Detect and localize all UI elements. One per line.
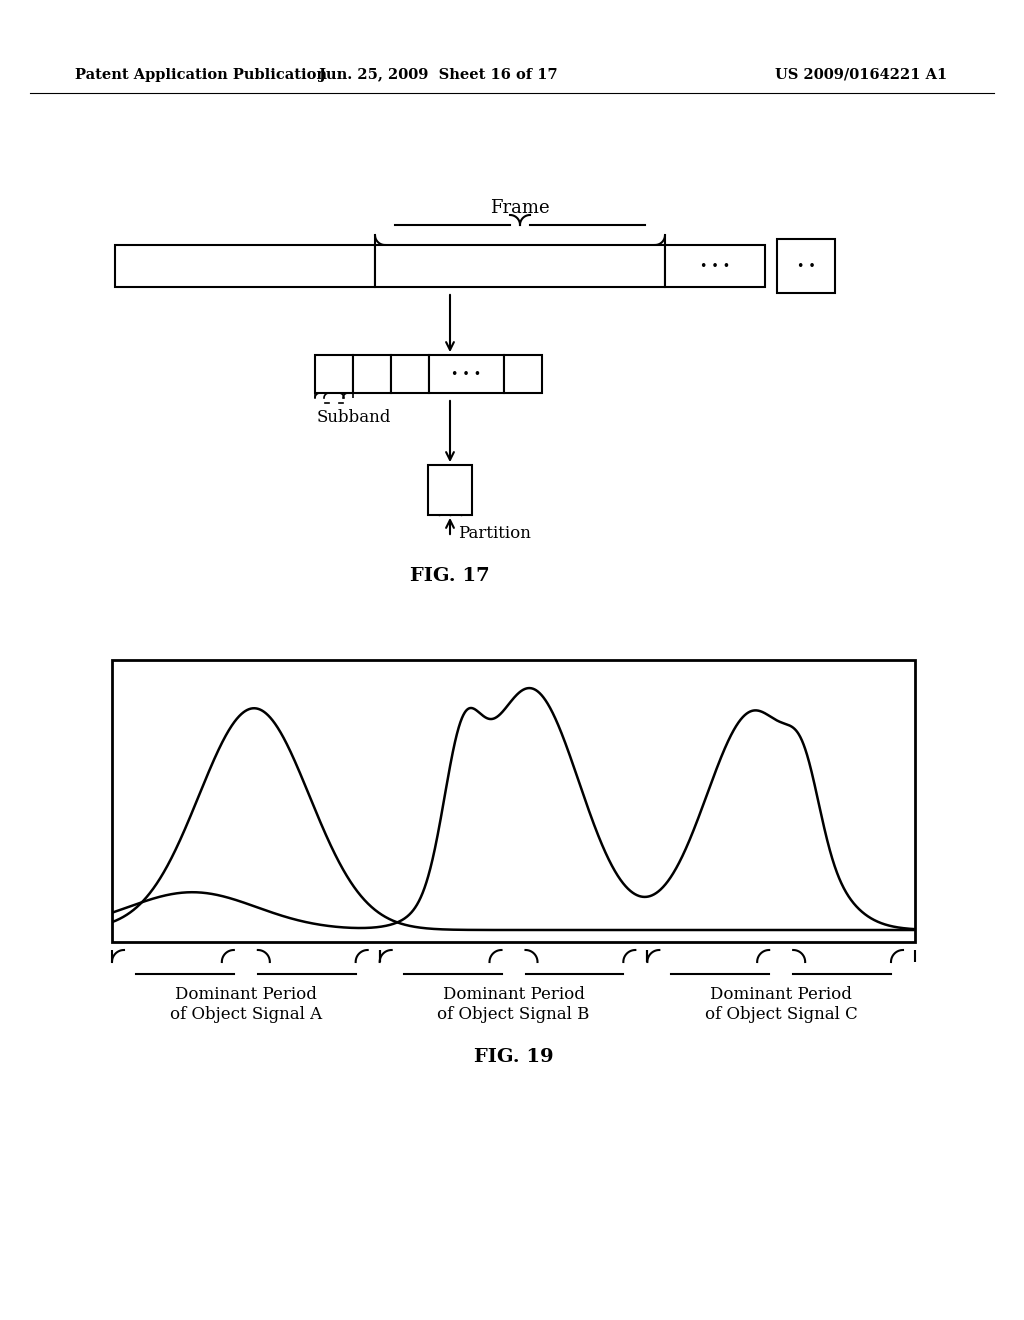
Text: Dominant Period
of Object Signal A: Dominant Period of Object Signal A [170, 986, 322, 1023]
Text: Jun. 25, 2009  Sheet 16 of 17: Jun. 25, 2009 Sheet 16 of 17 [318, 69, 557, 82]
Bar [115, 246, 375, 286]
Bar [315, 355, 353, 393]
Text: Patent Application Publication: Patent Application Publication [75, 69, 327, 82]
Text: • • •: • • • [700, 260, 730, 272]
Bar [777, 239, 835, 293]
Text: • •: • • [797, 260, 815, 272]
Text: • • •: • • • [452, 367, 481, 380]
Bar [428, 465, 472, 515]
Text: FIG. 19: FIG. 19 [474, 1048, 553, 1067]
Bar [353, 355, 391, 393]
Text: Frame: Frame [490, 199, 550, 216]
Text: Dominant Period
of Object Signal C: Dominant Period of Object Signal C [705, 986, 857, 1023]
Text: Dominant Period
of Object Signal B: Dominant Period of Object Signal B [437, 986, 590, 1023]
Bar [665, 246, 765, 286]
Bar [391, 355, 429, 393]
Text: US 2009/0164221 A1: US 2009/0164221 A1 [775, 69, 947, 82]
Text: Subband: Subband [317, 409, 391, 426]
Text: Partition: Partition [458, 524, 530, 541]
Text: FIG. 17: FIG. 17 [411, 568, 489, 585]
Bar [112, 660, 915, 942]
Bar [504, 355, 542, 393]
Bar [429, 355, 504, 393]
Bar [375, 246, 665, 286]
